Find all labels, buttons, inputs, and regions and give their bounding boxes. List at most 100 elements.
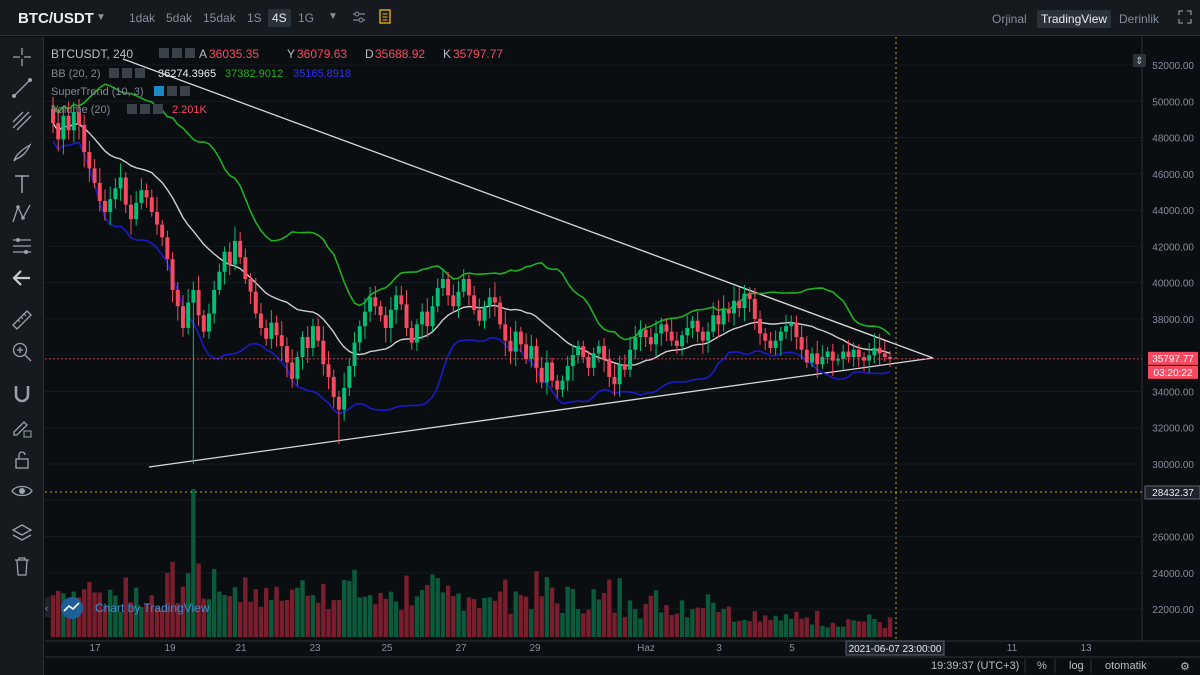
- volume-bar: [383, 598, 388, 637]
- log-toggle[interactable]: log: [1069, 660, 1084, 672]
- volume-bar: [269, 599, 274, 637]
- volume-bar: [669, 615, 674, 637]
- settings-sliders-icon[interactable]: [353, 10, 365, 24]
- candle-body: [232, 240, 237, 265]
- lower-trendline: [148, 357, 934, 468]
- candle-body: [383, 315, 388, 328]
- candle-body: [856, 349, 861, 357]
- volume-bar: [393, 601, 399, 637]
- settings-icon[interactable]: ⚙: [1180, 661, 1190, 673]
- eye-icon[interactable]: [10, 479, 34, 503]
- legend-close-icon[interactable]: [185, 48, 195, 58]
- candle-body: [248, 279, 253, 292]
- candle-body: [570, 355, 575, 367]
- brush-icon[interactable]: [10, 141, 34, 165]
- layers-icon[interactable]: [10, 522, 34, 546]
- candle-body: [690, 320, 695, 328]
- candle-body: [524, 344, 529, 359]
- volume-bar: [66, 602, 71, 637]
- candle-body: [316, 326, 321, 341]
- percent-toggle[interactable]: %: [1037, 660, 1047, 672]
- interval-15dak[interactable]: 15dak: [203, 11, 236, 25]
- candle-body: [638, 329, 643, 338]
- supertrend-eye-icon[interactable]: [154, 86, 164, 96]
- volume-bar: [196, 563, 201, 637]
- view-derinlik[interactable]: Derinlik: [1119, 12, 1160, 26]
- bb-eye-icon[interactable]: [109, 68, 119, 78]
- candle-body: [726, 309, 731, 314]
- volume-bar: [617, 578, 622, 637]
- volume-bar: [419, 590, 425, 637]
- candle-body: [269, 322, 274, 339]
- crosshair-icon[interactable]: [10, 45, 34, 69]
- zoom-icon[interactable]: [10, 340, 34, 364]
- volume-bar: [659, 612, 664, 637]
- volume-bar: [638, 618, 643, 637]
- auto-toggle[interactable]: otomatik: [1105, 660, 1147, 672]
- volume-bar: [508, 613, 513, 637]
- candle-body: [201, 315, 206, 332]
- candle-body: [695, 320, 700, 332]
- chevron-left-icon[interactable]: ‹: [45, 603, 48, 613]
- volume-bar: [846, 619, 851, 637]
- candle-body: [404, 304, 409, 328]
- volume-eye-icon[interactable]: [127, 104, 137, 114]
- back-arrow-icon[interactable]: [10, 266, 34, 290]
- trash-icon[interactable]: [10, 554, 34, 578]
- magnet-icon[interactable]: [10, 382, 34, 406]
- tradingview-watermark[interactable]: ‹ Chart by TradingView: [45, 597, 210, 619]
- chevron-down-icon[interactable]: ▼: [96, 12, 106, 23]
- candle-body: [378, 306, 383, 316]
- interval-1dak[interactable]: 1dak: [129, 11, 156, 25]
- legend-settings-icon[interactable]: [172, 48, 182, 58]
- volume-bar: [76, 597, 82, 637]
- candle-body: [872, 347, 877, 356]
- view-orjinal[interactable]: Orjinal: [992, 12, 1027, 26]
- text-icon[interactable]: [10, 172, 34, 196]
- candle-body: [310, 326, 315, 348]
- candle-body: [669, 331, 674, 341]
- updown-icon[interactable]: ⇕: [1135, 56, 1143, 67]
- volume-bar: [128, 602, 134, 637]
- interval-4s[interactable]: 4S: [268, 9, 291, 27]
- watermark-toggle[interactable]: [45, 597, 50, 617]
- candle-body: [492, 297, 497, 303]
- supertrend-settings-icon[interactable]: [167, 86, 177, 96]
- lock-pencil-icon[interactable]: [10, 416, 34, 440]
- volume-bar: [851, 620, 856, 637]
- trend-line-icon[interactable]: [10, 76, 34, 100]
- candle-body: [882, 353, 887, 357]
- fib-icon[interactable]: [10, 109, 34, 133]
- interval-5dak[interactable]: 5dak: [166, 11, 193, 25]
- legend-ohlc-a: 36035.35: [209, 47, 259, 61]
- price-axis-settings[interactable]: [1133, 54, 1146, 67]
- price-axis[interactable]: [1142, 37, 1200, 641]
- candle-body: [862, 356, 866, 361]
- symbol-pair[interactable]: BTC/USDT: [18, 10, 94, 27]
- supertrend-close-icon[interactable]: [180, 86, 190, 96]
- legend-eye-icon[interactable]: [159, 48, 169, 58]
- interval-1g[interactable]: 1G: [298, 11, 315, 25]
- volume-bar: [378, 593, 383, 637]
- view-tradingview[interactable]: TradingView: [1037, 10, 1112, 28]
- interval-dropdown-icon[interactable]: ▼: [328, 11, 338, 22]
- measure-icon[interactable]: [10, 234, 34, 258]
- bb-settings-icon[interactable]: [122, 68, 132, 78]
- ruler-icon[interactable]: [10, 308, 34, 332]
- candle-body: [529, 346, 534, 359]
- volume-bar: [497, 591, 503, 637]
- volume-bar: [679, 600, 685, 637]
- volume-close-icon[interactable]: [153, 104, 163, 114]
- time-tick-label: 3: [716, 643, 722, 654]
- indicator-icon[interactable]: [378, 9, 392, 25]
- volume-settings-icon[interactable]: [140, 104, 150, 114]
- volume-bar: [752, 611, 758, 637]
- pattern-icon[interactable]: [10, 202, 34, 226]
- candle-body: [212, 289, 217, 314]
- bb-close-icon[interactable]: [135, 68, 145, 78]
- price-chart[interactable]: 52000.00 50000.00 48000.00 46000.00 44000.00…: [45, 37, 1200, 675]
- fullscreen-icon[interactable]: [1178, 10, 1192, 24]
- lock-icon[interactable]: [10, 448, 34, 472]
- time-axis[interactable]: [45, 641, 1200, 675]
- interval-1s[interactable]: 1S: [247, 11, 262, 25]
